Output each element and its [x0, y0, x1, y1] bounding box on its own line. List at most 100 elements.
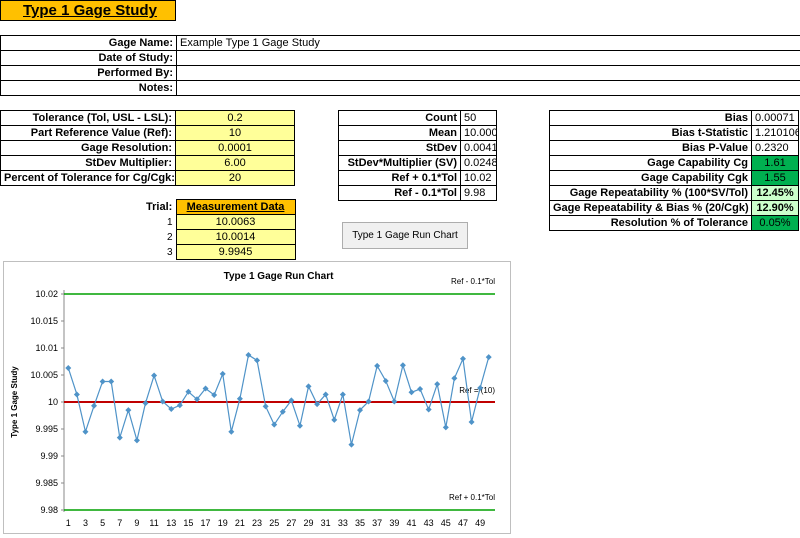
stdev-value: 0.004149: [461, 141, 497, 156]
data-point: [245, 352, 251, 358]
cgk-label: Gage Capability Cgk: [550, 171, 752, 186]
info-label: Notes:: [1, 81, 177, 96]
reference-label: Part Reference Value (Ref):: [1, 126, 176, 141]
reference-input[interactable]: 10: [176, 126, 295, 141]
repeatability-bias-value: 12.90%: [752, 201, 799, 216]
trial-number: 2: [156, 230, 176, 245]
y-tick-label: 9.99: [40, 451, 58, 461]
data-point: [400, 362, 406, 368]
data-point: [460, 356, 466, 362]
count-label: Count: [339, 111, 461, 126]
data-point: [383, 378, 389, 384]
y-tick-label: 9.98: [40, 505, 58, 515]
date-of-study-field[interactable]: [177, 51, 800, 66]
x-tick-label: 3: [83, 518, 88, 528]
data-point: [451, 375, 457, 381]
bias-p-label: Bias P-Value: [550, 141, 752, 156]
tolerance-label: Tolerance (Tol, USL - LSL):: [1, 111, 176, 126]
trial-header-spacer: [156, 200, 176, 215]
measurement-input[interactable]: 10.0014: [176, 230, 295, 245]
info-label: Date of Study:: [1, 51, 177, 66]
info-row-notes: Notes:: [1, 81, 800, 96]
x-tick-label: 11: [149, 518, 158, 528]
cg-value: 1.61: [752, 156, 799, 171]
gage-name-field[interactable]: Example Type 1 Gage Study: [177, 36, 800, 51]
notes-field[interactable]: [177, 81, 800, 96]
study-info-table: Gage Name:Example Type 1 Gage Study Date…: [0, 35, 800, 96]
data-point: [297, 423, 303, 429]
info-row-date: Date of Study:: [1, 51, 800, 66]
mean-label: Mean: [339, 126, 461, 141]
data-point: [408, 389, 414, 395]
data-point: [340, 391, 346, 397]
run-chart-button[interactable]: Type 1 Gage Run Chart: [342, 222, 468, 249]
resolution-input[interactable]: 0.0001: [176, 141, 295, 156]
data-point: [143, 400, 149, 406]
data-point: [331, 417, 337, 423]
data-point: [434, 381, 440, 387]
y-tick-label: 10.02: [35, 289, 58, 299]
x-tick-label: 9: [134, 518, 139, 528]
cgk-value: 1.55: [752, 171, 799, 186]
data-point: [426, 407, 432, 413]
x-tick-label: 23: [252, 518, 262, 528]
data-point: [108, 378, 114, 384]
y-tick-label: 10.015: [30, 316, 58, 326]
data-point: [65, 365, 71, 371]
bias-t-value: 1.210106: [752, 126, 799, 141]
resolution-pct-value: 0.05%: [752, 216, 799, 231]
data-point: [125, 407, 131, 413]
stdev-multiplier-label: StDev Multiplier:: [1, 156, 176, 171]
stdev-multiplier-input[interactable]: 6.00: [176, 156, 295, 171]
ref-minus-value: 9.98: [461, 186, 497, 201]
y-tick-label: 9.985: [35, 478, 58, 488]
data-point: [348, 442, 354, 448]
x-tick-label: 13: [166, 518, 176, 528]
data-point: [117, 435, 123, 441]
percent-tolerance-input[interactable]: 20: [176, 171, 295, 186]
x-tick-label: 41: [406, 518, 416, 528]
reference-label: Ref = (10): [459, 386, 495, 395]
bias-p-value: 0.2320: [752, 141, 799, 156]
bias-label: Bias: [550, 111, 752, 126]
trial-number: 3: [156, 245, 176, 260]
x-tick-label: 35: [355, 518, 365, 528]
mean-value: 10.00071: [461, 126, 497, 141]
data-point: [82, 429, 88, 435]
percent-tolerance-label: Percent of Tolerance for Cg/Cgk:: [1, 171, 176, 186]
data-point: [374, 363, 380, 369]
measurement-input[interactable]: 10.0063: [176, 215, 295, 230]
data-point: [263, 403, 269, 409]
data-point: [306, 383, 312, 389]
measurement-header: Measurement Data: [176, 200, 295, 215]
info-label: Performed By:: [1, 66, 177, 81]
repeatability-label: Gage Repeatability % (100*SV/Tol): [550, 186, 752, 201]
count-value: 50: [461, 111, 497, 126]
x-tick-label: 21: [235, 518, 245, 528]
data-point: [469, 419, 475, 425]
info-row-performed-by: Performed By:: [1, 66, 800, 81]
ref-plus-value: 10.02: [461, 171, 497, 186]
x-tick-label: 39: [389, 518, 399, 528]
series-line: [68, 355, 488, 445]
tolerance-input[interactable]: 0.2: [176, 111, 295, 126]
x-tick-label: 33: [338, 518, 348, 528]
x-tick-label: 49: [475, 518, 485, 528]
measurement-input[interactable]: 9.9945: [176, 245, 295, 260]
data-point: [237, 396, 243, 402]
sv-value: 0.024893: [461, 156, 497, 171]
data-point: [443, 424, 449, 430]
data-point: [220, 371, 226, 377]
ref-minus-label: Ref - 0.1*Tol: [339, 186, 461, 201]
performed-by-field[interactable]: [177, 66, 800, 81]
x-tick-label: 1: [66, 518, 71, 528]
data-point: [151, 373, 157, 379]
x-tick-label: 47: [458, 518, 468, 528]
